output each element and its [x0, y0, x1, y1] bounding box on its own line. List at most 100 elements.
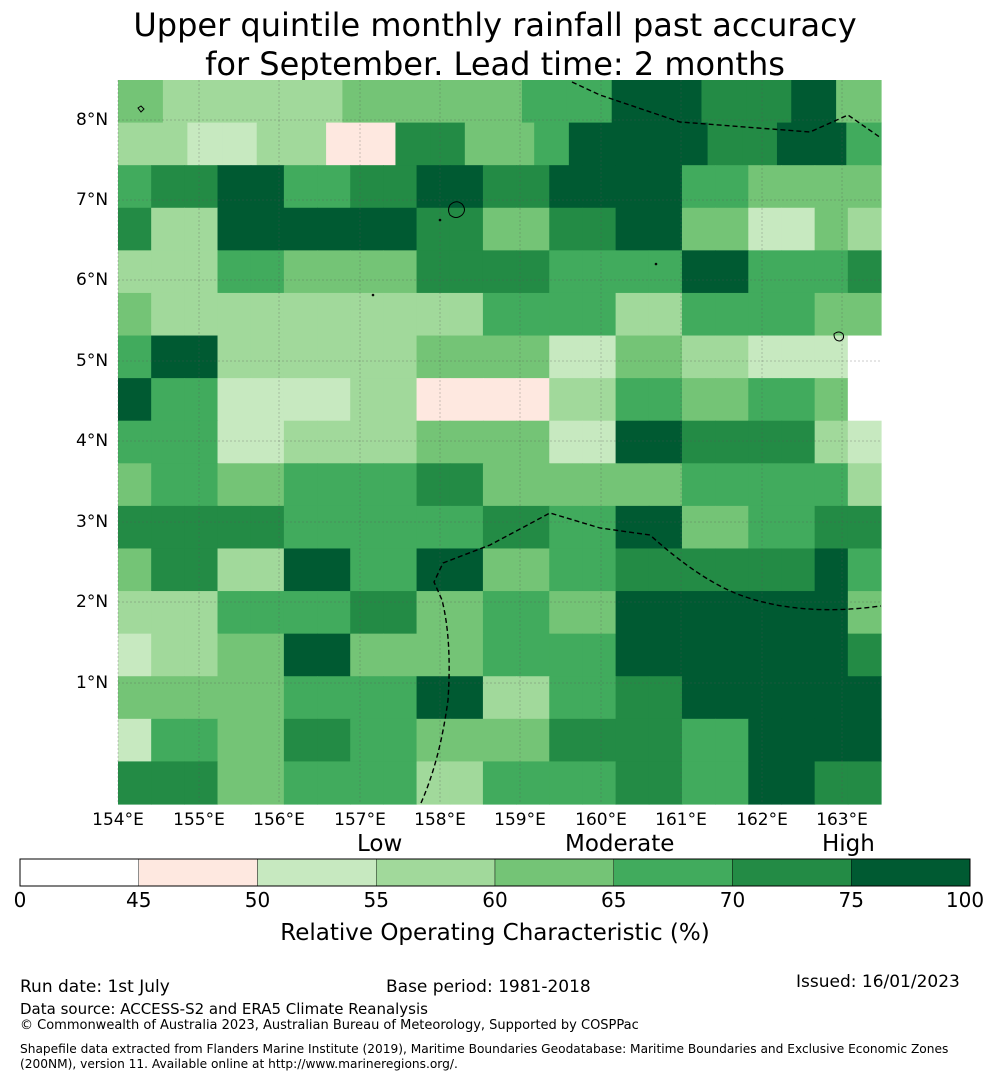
- grid-cell: [350, 676, 384, 720]
- grid-cell: [549, 292, 584, 337]
- grid-cell: [549, 335, 584, 379]
- grid-cell: [118, 420, 152, 464]
- grid-cell: [781, 463, 816, 507]
- category-low: Low: [357, 831, 403, 857]
- grid-cell: [582, 335, 617, 379]
- grid-cell: [350, 335, 384, 379]
- grid-cell: [615, 633, 650, 677]
- grid-cell: [326, 122, 362, 166]
- grid-cell: [184, 718, 219, 763]
- grid-cell: [648, 165, 683, 209]
- grid-cell: [648, 207, 683, 251]
- grid-cell: [350, 463, 384, 507]
- grid-cell: [217, 591, 252, 635]
- grid-cell: [118, 292, 152, 337]
- grid-cell: [748, 591, 783, 635]
- colorbar-segment: [257, 858, 377, 887]
- grid-cell: [549, 165, 584, 209]
- grid-cell: [118, 463, 152, 507]
- grid-cell: [836, 80, 882, 124]
- grid-cell: [151, 165, 185, 209]
- grid-cell: [317, 718, 351, 763]
- grid-cell: [151, 420, 185, 464]
- grid-cell: [350, 718, 384, 763]
- grid-cell: [707, 122, 743, 166]
- grid-cell: [152, 122, 188, 166]
- grid-cell: [615, 591, 650, 635]
- grid-cell: [283, 378, 318, 422]
- grid-cell: [681, 335, 716, 379]
- grid-cell: [118, 378, 152, 422]
- grid-cell: [814, 378, 849, 422]
- grid-cell: [482, 420, 517, 464]
- colorbar-tick-75: 75: [838, 888, 864, 912]
- lon-label-163e: 163°E: [816, 810, 868, 830]
- graticule: [117, 80, 881, 804]
- grid-cell: [715, 335, 749, 379]
- grid-cell: [549, 633, 584, 677]
- grid-cell: [582, 378, 617, 422]
- grid-cell: [648, 761, 683, 805]
- grid-cell: [814, 505, 849, 550]
- grid-cell: [464, 122, 501, 166]
- grid-cell: [118, 80, 164, 124]
- colorbar-segment: [494, 858, 614, 887]
- grid-cell: [297, 80, 344, 124]
- grid-cell: [814, 718, 849, 763]
- grid-cell: [648, 548, 683, 592]
- grid-cell: [217, 676, 252, 720]
- grid-cell: [118, 591, 152, 635]
- grid-cell: [681, 676, 716, 720]
- grid-cell: [847, 292, 882, 337]
- grid-cell: [549, 505, 584, 550]
- grid-cell: [681, 463, 716, 507]
- grid-cell: [814, 463, 849, 507]
- lon-label-161e: 161°E: [655, 810, 707, 830]
- grid-cell: [582, 591, 617, 635]
- grid-cell: [549, 718, 584, 763]
- grid-cell: [781, 378, 816, 422]
- grid-cell: [516, 761, 550, 805]
- grid-cell: [742, 122, 778, 166]
- grid-cell: [648, 633, 683, 677]
- grid-cell: [615, 505, 650, 550]
- grid-cell: [283, 548, 318, 592]
- grid-cell: [383, 718, 418, 763]
- grid-cell: [118, 761, 152, 805]
- grid-cell: [217, 250, 252, 294]
- grid-cell: [781, 633, 816, 677]
- grid-cell: [317, 378, 351, 422]
- grid-cell: [449, 463, 484, 507]
- grid-cell: [746, 80, 792, 124]
- grid-cell: [715, 591, 749, 635]
- lon-label-158e: 158°E: [414, 810, 466, 830]
- grid-cell: [383, 420, 418, 464]
- grid-cell: [748, 335, 783, 379]
- grid-cell: [516, 718, 550, 763]
- grid-cell: [781, 718, 816, 763]
- colorbar-segment: [138, 858, 258, 887]
- grid-cell: [383, 633, 418, 677]
- grid-cell: [748, 633, 783, 677]
- grid-cell: [283, 207, 318, 251]
- grid-cell: [449, 207, 484, 251]
- grid-cell: [516, 591, 550, 635]
- grid-cell: [847, 633, 882, 677]
- grid-cell: [350, 591, 384, 635]
- colorbar-tick-50: 50: [244, 888, 271, 912]
- grid-cell: [184, 463, 219, 507]
- grid-cell: [416, 335, 451, 379]
- grid-cell: [549, 250, 584, 294]
- grid-cell: [791, 80, 837, 124]
- grid-cell: [184, 165, 219, 209]
- grid-cell: [549, 676, 584, 720]
- grid-cell: [847, 548, 882, 592]
- grid-cell: [715, 548, 749, 592]
- grid-cell: [516, 420, 550, 464]
- grid-cell: [516, 335, 550, 379]
- grid-cell: [350, 378, 384, 422]
- grid-cell: [217, 548, 252, 592]
- grid-cell: [283, 591, 318, 635]
- grid-cell: [350, 207, 384, 251]
- grid-cell: [814, 633, 849, 677]
